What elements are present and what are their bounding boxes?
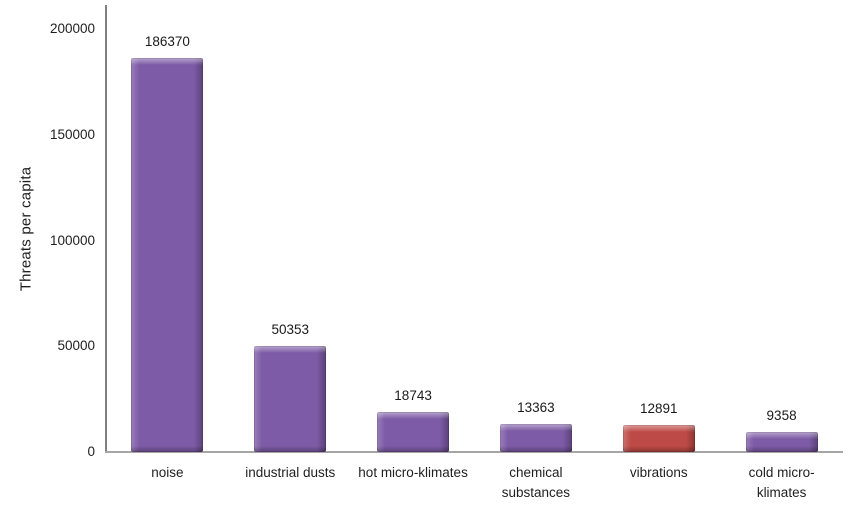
category-label-line: hot micro-klimates <box>358 465 468 480</box>
category-label-line: vibrations <box>629 465 688 480</box>
bar-hot-micro-klimates <box>377 412 450 452</box>
category-label-hot-micro-klimates: hot micro-klimates <box>352 463 475 483</box>
category-label-line: chemical <box>509 465 563 480</box>
y-tick-label-50000: 50000 <box>57 338 95 354</box>
category-label-line: cold micro- <box>748 465 815 480</box>
x-axis-line <box>105 451 843 453</box>
category-label-cold-micro-klimates: cold micro-klimates <box>720 463 843 503</box>
value-label-industrial-dusts: 50353 <box>271 321 310 337</box>
category-label-line: substances <box>501 485 571 500</box>
value-label-noise: 186370 <box>144 33 190 49</box>
category-label-noise: noise <box>106 463 229 483</box>
value-label-chemical-substances: 13363 <box>517 399 555 415</box>
bar-cold-micro-klimates <box>745 432 818 452</box>
category-label-line: noise <box>151 465 184 480</box>
y-axis-title: Threats per capita <box>17 166 35 292</box>
y-tick-label-150000: 150000 <box>49 126 95 142</box>
category-label-chemical-substances: chemical substances <box>475 463 598 503</box>
value-label-cold-micro-klimates: 9358 <box>766 408 797 424</box>
y-tick-label-100000: 100000 <box>49 232 95 248</box>
category-label-line: klimates <box>756 485 807 500</box>
value-label-vibrations: 12891 <box>639 400 678 416</box>
category-label-industrial-dusts: industrial dusts <box>229 463 352 483</box>
y-tick-label-200000: 200000 <box>49 21 95 36</box>
bar-noise <box>131 57 204 452</box>
bar-vibrations <box>622 424 695 452</box>
category-label-line: industrial dusts <box>245 465 336 480</box>
y-tick-label-0: 0 <box>87 444 95 459</box>
category-label-vibrations: vibrations <box>597 463 720 483</box>
value-label-hot-micro-klimates: 18743 <box>394 388 432 404</box>
bar-industrial-dusts <box>254 345 327 452</box>
bar-chemical-substances <box>499 423 572 452</box>
y-axis-line <box>105 5 107 453</box>
